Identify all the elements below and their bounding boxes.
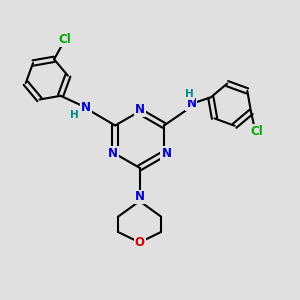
Text: N: N: [81, 101, 91, 114]
Text: N: N: [161, 147, 171, 160]
Text: Cl: Cl: [250, 125, 263, 138]
Text: N: N: [186, 97, 197, 110]
Text: N: N: [135, 103, 145, 116]
Text: N: N: [135, 190, 145, 203]
Text: H: H: [70, 110, 79, 120]
Text: Cl: Cl: [58, 34, 71, 46]
Text: H: H: [185, 89, 194, 99]
Text: O: O: [135, 236, 145, 249]
Text: N: N: [108, 147, 118, 160]
